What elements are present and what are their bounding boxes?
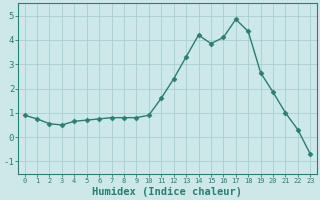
X-axis label: Humidex (Indice chaleur): Humidex (Indice chaleur) bbox=[92, 186, 243, 197]
